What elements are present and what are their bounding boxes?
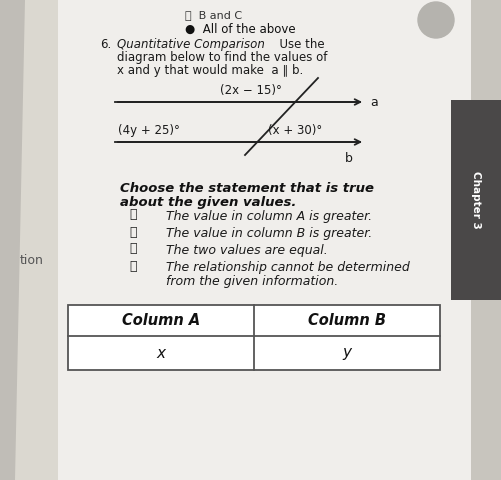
Text: ⓓ  B and C: ⓓ B and C	[185, 10, 242, 20]
Text: Ⓑ: Ⓑ	[129, 226, 137, 239]
Text: from the given information.: from the given information.	[158, 275, 338, 288]
Text: Column B: Column B	[308, 313, 386, 328]
Text: y: y	[343, 346, 352, 360]
Text: (4y + 25)°: (4y + 25)°	[118, 124, 180, 137]
Text: Chapter 3: Chapter 3	[471, 171, 481, 229]
FancyBboxPatch shape	[58, 0, 471, 480]
Text: (x + 30)°: (x + 30)°	[268, 124, 322, 137]
Text: (2x − 15)°: (2x − 15)°	[220, 84, 282, 97]
Text: diagram below to find the values of: diagram below to find the values of	[117, 51, 327, 64]
Text: x: x	[156, 346, 165, 360]
Text: Choose the statement that is true: Choose the statement that is true	[120, 182, 374, 195]
Text: 6.: 6.	[100, 38, 111, 51]
FancyBboxPatch shape	[0, 0, 60, 480]
Text: The two values are equal.: The two values are equal.	[158, 244, 328, 257]
Text: Ⓒ: Ⓒ	[129, 242, 137, 255]
Text: The value in column A is greater.: The value in column A is greater.	[158, 210, 372, 223]
Text: Use the: Use the	[272, 38, 325, 51]
Text: The value in column B is greater.: The value in column B is greater.	[158, 227, 372, 240]
Circle shape	[418, 2, 454, 38]
Text: The relationship cannot be determined: The relationship cannot be determined	[158, 261, 410, 274]
Text: Column A: Column A	[122, 313, 200, 328]
Text: x and y that would make  a ∥ b.: x and y that would make a ∥ b.	[117, 64, 303, 77]
Text: a: a	[370, 96, 378, 108]
FancyBboxPatch shape	[451, 100, 501, 300]
Text: tion: tion	[20, 253, 44, 266]
FancyBboxPatch shape	[68, 305, 440, 370]
Text: b: b	[345, 152, 353, 165]
Text: ●  All of the above: ● All of the above	[185, 23, 296, 36]
Text: about the given values.: about the given values.	[120, 196, 297, 209]
Text: Quantitative Comparison: Quantitative Comparison	[117, 38, 265, 51]
Text: Ⓐ: Ⓐ	[129, 208, 137, 221]
Polygon shape	[15, 0, 301, 480]
Text: Ⓓ: Ⓓ	[129, 260, 137, 273]
